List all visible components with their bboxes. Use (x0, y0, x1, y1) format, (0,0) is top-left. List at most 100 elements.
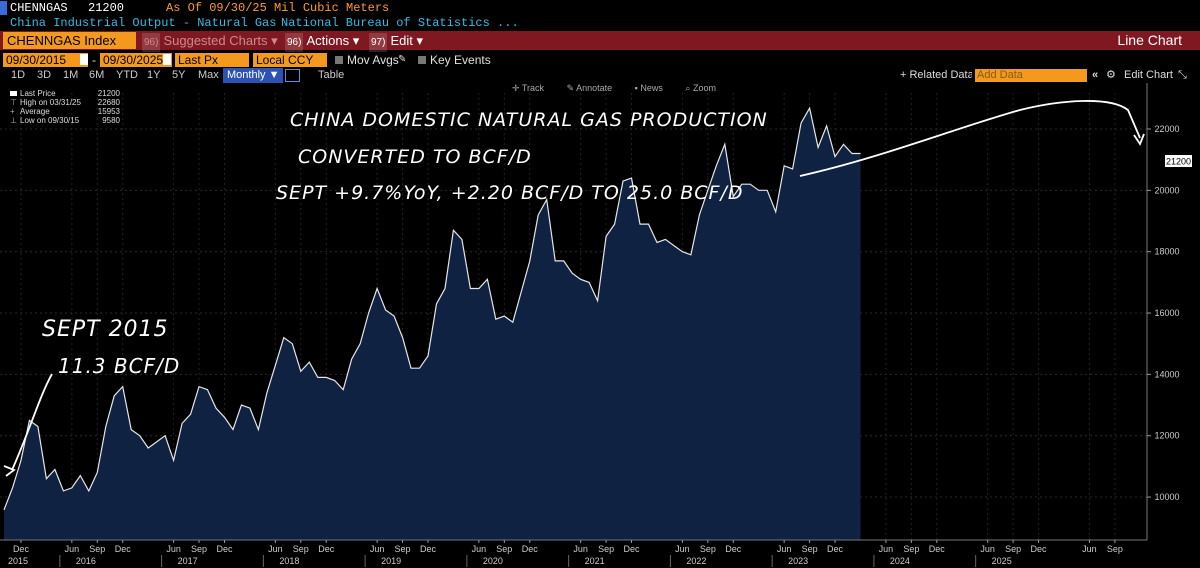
x-month-label: Dec (216, 544, 233, 554)
options-bar: 09/30/2015 - 09/30/2025 Last Px Local CC… (0, 52, 1200, 68)
suggested-charts-menu[interactable]: 96) Suggested Charts ▾ (142, 31, 278, 52)
high-marker-icon: ⊤ (10, 98, 17, 107)
period-6m[interactable]: 6M (89, 69, 105, 81)
legend-last-price[interactable]: Last Price 21200 (6, 89, 120, 98)
mov-avgs-checkbox[interactable] (335, 56, 343, 64)
legend-low-value: 9580 (102, 116, 120, 125)
x-month-label: Dec (929, 544, 946, 554)
annotation-subtitle: CONVERTED TO BCF/D (298, 146, 532, 168)
x-month-label: Sep (802, 544, 818, 554)
track-label: Track (521, 83, 545, 93)
legend-high-label: High on 03/31/25 (20, 98, 81, 107)
y-tick-label: 10000 (1154, 492, 1179, 502)
annotation-arrow-start (11, 373, 53, 471)
x-month-label: Sep (598, 544, 614, 554)
chevron-down-icon: ▼ (268, 69, 280, 81)
last-value-badge-bg (1165, 155, 1192, 167)
last-value-badge-text: 21200 (1166, 157, 1191, 167)
x-month-label: Dec (420, 544, 437, 554)
x-year-label: 2022 (686, 556, 706, 566)
security-field[interactable]: CHENNGAS Index (3, 32, 136, 49)
menu-bar: CHENNGAS Index 96) Suggested Charts ▾ 96)… (0, 31, 1200, 52)
data-source: National Bureau of Statistics ... (281, 16, 519, 30)
x-month-label: Jun (777, 544, 792, 554)
period-ytd[interactable]: YTD (116, 69, 138, 81)
x-month-label: Sep (1005, 544, 1021, 554)
key-events-checkbox[interactable] (418, 56, 426, 64)
pencil-icon[interactable]: ✎ (398, 54, 407, 65)
selection-marker (0, 1, 7, 15)
last-price: 21200 (88, 1, 125, 15)
legend-avg-value: 15953 (97, 107, 120, 116)
low-marker-icon: ⊥ (10, 116, 17, 125)
line-chart[interactable]: 10000 12000 14000 16000 18000 20000 22000 Dec J… (0, 83, 1200, 568)
chart-legend: Last Price 21200 ⊤ High on 03/31/25 2268… (6, 89, 120, 125)
x-month-label: Dec (827, 544, 844, 554)
price-field-select[interactable]: Last Px (175, 53, 249, 67)
annotation-sept-change: SEPT +9.7%YoY, +2.20 BCF/D TO 25.0 BCF/D (276, 182, 744, 204)
frequency-select[interactable]: Monthly ▼ (223, 68, 284, 83)
edit-chart-button[interactable]: Edit Chart (1124, 69, 1173, 81)
x-year-label: 2025 (992, 556, 1012, 566)
chart-style-icon[interactable] (285, 69, 300, 82)
x-year-label: 2020 (483, 556, 503, 566)
start-date-field[interactable]: 09/30/2015 (3, 53, 88, 67)
period-5y[interactable]: 5Y (172, 69, 186, 81)
x-year-label: 2021 (585, 556, 605, 566)
legend-low: ⊥ Low on 09/30/15 9580 (6, 116, 120, 125)
legend-swatch (10, 91, 17, 96)
x-month-label: Jun (1082, 544, 1097, 554)
x-month-label: Dec (115, 544, 132, 554)
period-1m[interactable]: 1M (63, 69, 79, 81)
x-month-label: Jun (980, 544, 995, 554)
x-month-label: Sep (700, 544, 716, 554)
chart-tools: ✛ Track ✎ Annotate ▪ News ⌕ Zoom (512, 83, 736, 94)
annotate-tool[interactable]: ✎ Annotate (566, 83, 613, 93)
area-fill (4, 108, 861, 540)
x-month-label: Sep (496, 544, 512, 554)
actions-menu[interactable]: 96) Actions ▾ (285, 31, 359, 52)
calendar-icon[interactable] (163, 54, 171, 65)
related-data-button[interactable]: + Related Data (900, 69, 972, 81)
ticker-symbol[interactable]: CHENNGAS (10, 1, 68, 15)
gear-icon[interactable]: ⚙ (1106, 69, 1116, 81)
x-month-label: Jun (472, 544, 487, 554)
edit-menu[interactable]: 97) Edit ▾ (369, 31, 423, 52)
y-tick-label: 18000 (1154, 247, 1179, 257)
table-button[interactable]: Table (318, 69, 345, 81)
period-max[interactable]: Max (198, 69, 219, 81)
end-date-field[interactable]: 09/30/2025 (100, 53, 172, 67)
x-month-label: Sep (89, 544, 105, 554)
x-month-label: Jun (370, 544, 385, 554)
x-month-label: Jun (166, 544, 181, 554)
legend-high-value: 22680 (97, 98, 120, 107)
as-of-label: As Of 09/30/25 Mil Cubic Meters (166, 1, 390, 15)
x-month-label: Jun (573, 544, 588, 554)
add-data-input[interactable]: Add Data (975, 69, 1087, 82)
collapse-icon[interactable]: « (1092, 69, 1099, 81)
annotation-start-value: 11.3 BCF/D (58, 354, 180, 378)
x-month-label: Sep (1107, 544, 1123, 554)
y-tick-label: 12000 (1154, 431, 1179, 441)
security-description-row: China Industrial Output - Natural Gas Na… (0, 16, 1200, 31)
period-bar: 1D 3D 1M 6M YTD 1Y 5Y Max Monthly ▼ Tabl… (0, 68, 1200, 83)
mov-avgs-label[interactable]: Mov Avgs (347, 53, 399, 67)
track-tool[interactable]: ✛ Track (512, 83, 545, 93)
zoom-label: Zoom (692, 83, 716, 93)
period-1y[interactable]: 1Y (147, 69, 161, 81)
x-month-label: Sep (191, 544, 207, 554)
period-1d[interactable]: 1D (11, 69, 26, 81)
resize-icon[interactable]: ⤡ (1178, 69, 1187, 81)
currency-select[interactable]: Local CCY (253, 53, 327, 67)
x-month-label: Dec (624, 544, 641, 554)
zoom-tool[interactable]: ⌕ Zoom (685, 83, 716, 93)
security-header: CHENNGAS 21200 As Of 09/30/25 Mil Cubic … (0, 0, 1200, 16)
y-tick-label: 16000 (1154, 308, 1179, 318)
news-tool[interactable]: ▪ News (634, 83, 663, 93)
key-events-label[interactable]: Key Events (430, 53, 491, 67)
y-axis: 10000 12000 14000 16000 18000 20000 22000 (1146, 83, 1180, 540)
legend-low-label: Low on 09/30/15 (20, 116, 80, 125)
average-marker-icon: + (10, 107, 15, 116)
period-3d[interactable]: 3D (37, 69, 52, 81)
calendar-icon[interactable] (80, 54, 88, 65)
